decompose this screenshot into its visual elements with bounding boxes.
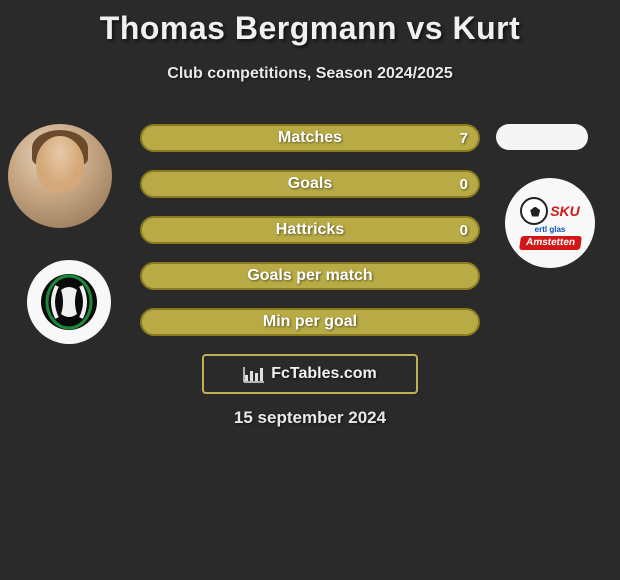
stat-bar-label: Matches xyxy=(142,126,478,150)
stat-bar-label: Hattricks xyxy=(142,218,478,242)
stat-bar: Matches7 xyxy=(140,124,480,152)
stat-bar: Goals0 xyxy=(140,170,480,198)
stat-bar-value: 0 xyxy=(460,172,468,196)
player-right-avatar xyxy=(496,124,588,150)
page-title: Thomas Bergmann vs Kurt xyxy=(0,0,620,47)
player-left-avatar xyxy=(8,124,112,228)
stat-bar-label: Goals xyxy=(142,172,478,196)
brand-label: FcTables.com xyxy=(271,365,377,383)
bar-chart-icon xyxy=(243,365,265,383)
sv-ried-badge-icon xyxy=(39,272,99,332)
stat-bar: Min per goal xyxy=(140,308,480,336)
brand-box: FcTables.com xyxy=(202,354,418,394)
player-right-club-badge: SKU ertl glas Amstetten xyxy=(505,178,595,268)
club-text-bottom: Amstetten xyxy=(519,236,582,250)
stat-bar-value: 0 xyxy=(460,218,468,242)
subtitle: Club competitions, Season 2024/2025 xyxy=(0,65,620,83)
stat-bar-label: Goals per match xyxy=(142,264,478,288)
club-text-mid: ertl glas xyxy=(520,226,581,234)
stats-chart: Matches7Goals0Hattricks0Goals per matchM… xyxy=(140,124,480,354)
stat-bar-label: Min per goal xyxy=(142,310,478,334)
stat-bar: Hattricks0 xyxy=(140,216,480,244)
soccer-ball-icon xyxy=(520,197,548,225)
stat-bar: Goals per match xyxy=(140,262,480,290)
player-left-club-badge xyxy=(27,260,111,344)
stat-bar-value: 7 xyxy=(460,126,468,150)
club-text-top: SKU xyxy=(550,204,580,218)
sku-amstetten-badge-icon: SKU ertl glas Amstetten xyxy=(520,197,581,250)
date-label: 15 september 2024 xyxy=(0,408,620,428)
